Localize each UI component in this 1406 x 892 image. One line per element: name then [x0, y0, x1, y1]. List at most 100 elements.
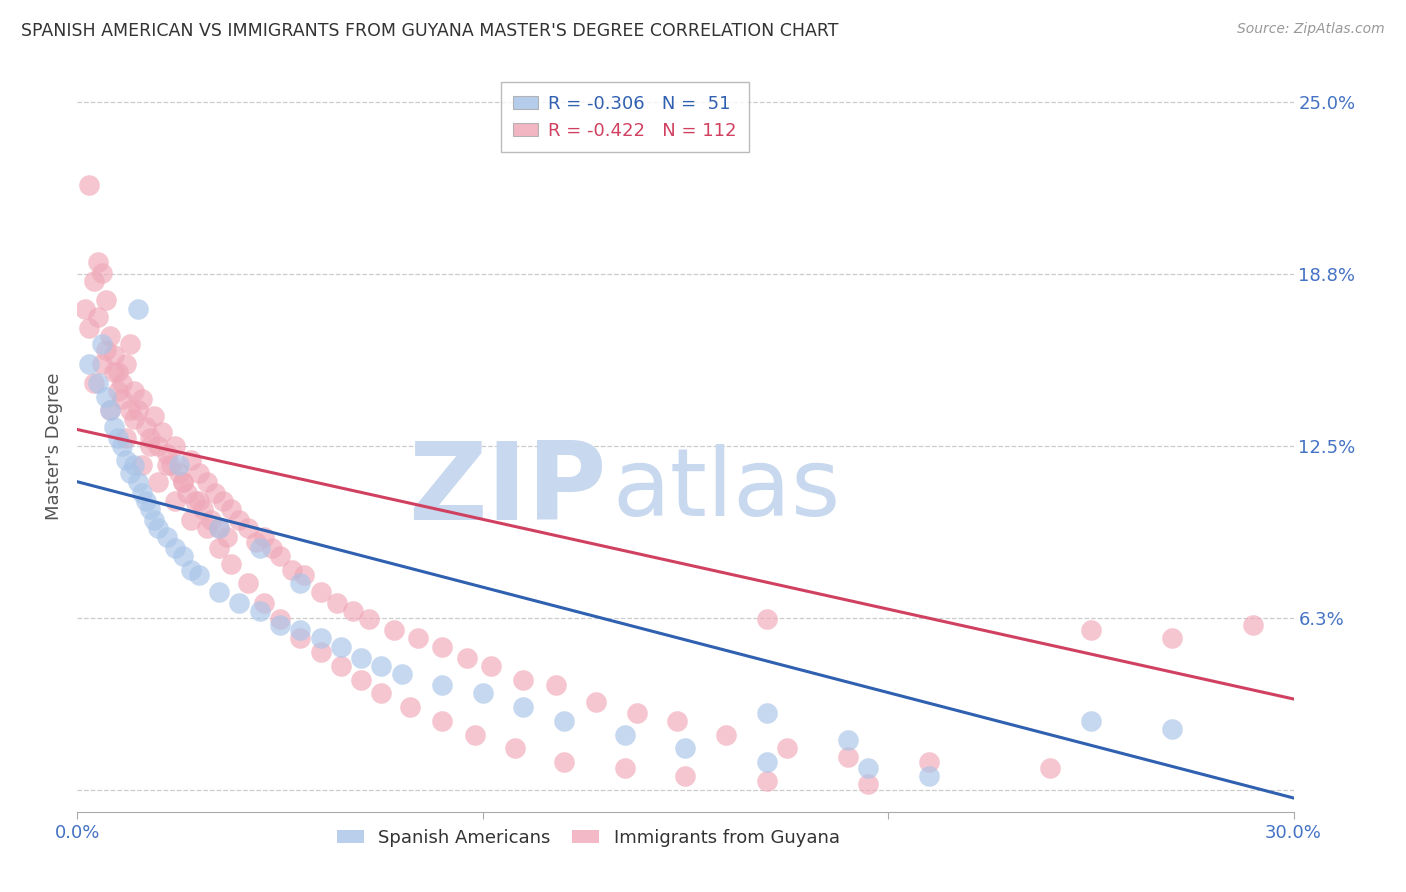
Point: [103, 348, 125, 362]
Point: [172, 549, 194, 563]
Point: [208, 584, 231, 599]
Point: [122, 384, 145, 398]
Point: [309, 645, 332, 659]
Point: [326, 596, 349, 610]
Point: [208, 521, 231, 535]
Point: [94, 390, 117, 404]
Point: [918, 769, 941, 783]
Point: [260, 541, 283, 555]
Point: [208, 521, 231, 535]
Point: [90, 357, 112, 371]
Point: [856, 777, 879, 791]
Point: [329, 640, 352, 654]
Point: [776, 741, 799, 756]
Point: [626, 706, 648, 720]
Point: [359, 612, 381, 626]
Point: [111, 376, 134, 390]
Point: [135, 419, 157, 434]
Point: [180, 563, 202, 577]
Point: [180, 452, 202, 467]
Point: [553, 714, 575, 728]
Point: [83, 376, 105, 390]
Point: [406, 632, 429, 646]
Point: [1080, 624, 1102, 638]
Point: [131, 485, 153, 500]
Point: [309, 632, 332, 646]
Point: [585, 695, 607, 709]
Point: [107, 384, 129, 398]
Point: [127, 301, 149, 316]
Point: [148, 521, 170, 535]
Point: [281, 563, 304, 577]
Point: [107, 365, 129, 379]
Point: [94, 343, 117, 357]
Point: [613, 761, 636, 775]
Point: [456, 650, 478, 665]
Point: [111, 439, 134, 453]
Point: [236, 576, 259, 591]
Point: [553, 756, 575, 770]
Point: [666, 714, 689, 728]
Point: [675, 741, 697, 756]
Point: [83, 274, 105, 288]
Point: [195, 521, 218, 535]
Point: [1039, 761, 1062, 775]
Point: [1161, 723, 1184, 737]
Point: [1405, 741, 1406, 756]
Point: [512, 673, 534, 687]
Point: [856, 761, 879, 775]
Point: [98, 403, 121, 417]
Point: [269, 617, 291, 632]
Point: [79, 357, 101, 371]
Point: [204, 485, 226, 500]
Point: [309, 584, 332, 599]
Point: [479, 659, 502, 673]
Point: [217, 530, 239, 544]
Point: [918, 756, 941, 770]
Point: [103, 419, 125, 434]
Point: [107, 431, 129, 445]
Point: [139, 439, 162, 453]
Text: Source: ZipAtlas.com: Source: ZipAtlas.com: [1237, 22, 1385, 37]
Point: [115, 452, 138, 467]
Point: [290, 624, 312, 638]
Point: [1080, 714, 1102, 728]
Point: [212, 494, 235, 508]
Point: [208, 541, 231, 555]
Point: [391, 667, 413, 681]
Point: [290, 632, 312, 646]
Point: [471, 686, 494, 700]
Point: [350, 673, 373, 687]
Point: [269, 549, 291, 563]
Point: [837, 733, 859, 747]
Legend: Spanish Americans, Immigrants from Guyana: Spanish Americans, Immigrants from Guyan…: [329, 822, 846, 854]
Point: [90, 337, 112, 351]
Point: [122, 411, 145, 425]
Point: [329, 659, 352, 673]
Point: [159, 458, 181, 473]
Text: ZIP: ZIP: [408, 437, 606, 543]
Point: [430, 640, 453, 654]
Point: [148, 439, 170, 453]
Point: [755, 706, 778, 720]
Point: [221, 558, 243, 572]
Point: [167, 458, 190, 473]
Point: [249, 604, 271, 618]
Point: [139, 431, 162, 445]
Text: atlas: atlas: [613, 444, 841, 536]
Point: [714, 728, 737, 742]
Point: [94, 293, 117, 308]
Point: [163, 439, 186, 453]
Point: [188, 568, 211, 582]
Point: [131, 458, 153, 473]
Point: [249, 541, 271, 555]
Point: [172, 475, 194, 489]
Point: [342, 604, 364, 618]
Point: [152, 425, 174, 440]
Point: [131, 392, 153, 407]
Point: [90, 266, 112, 280]
Point: [79, 178, 101, 192]
Point: [755, 774, 778, 789]
Point: [180, 513, 202, 527]
Point: [245, 535, 267, 549]
